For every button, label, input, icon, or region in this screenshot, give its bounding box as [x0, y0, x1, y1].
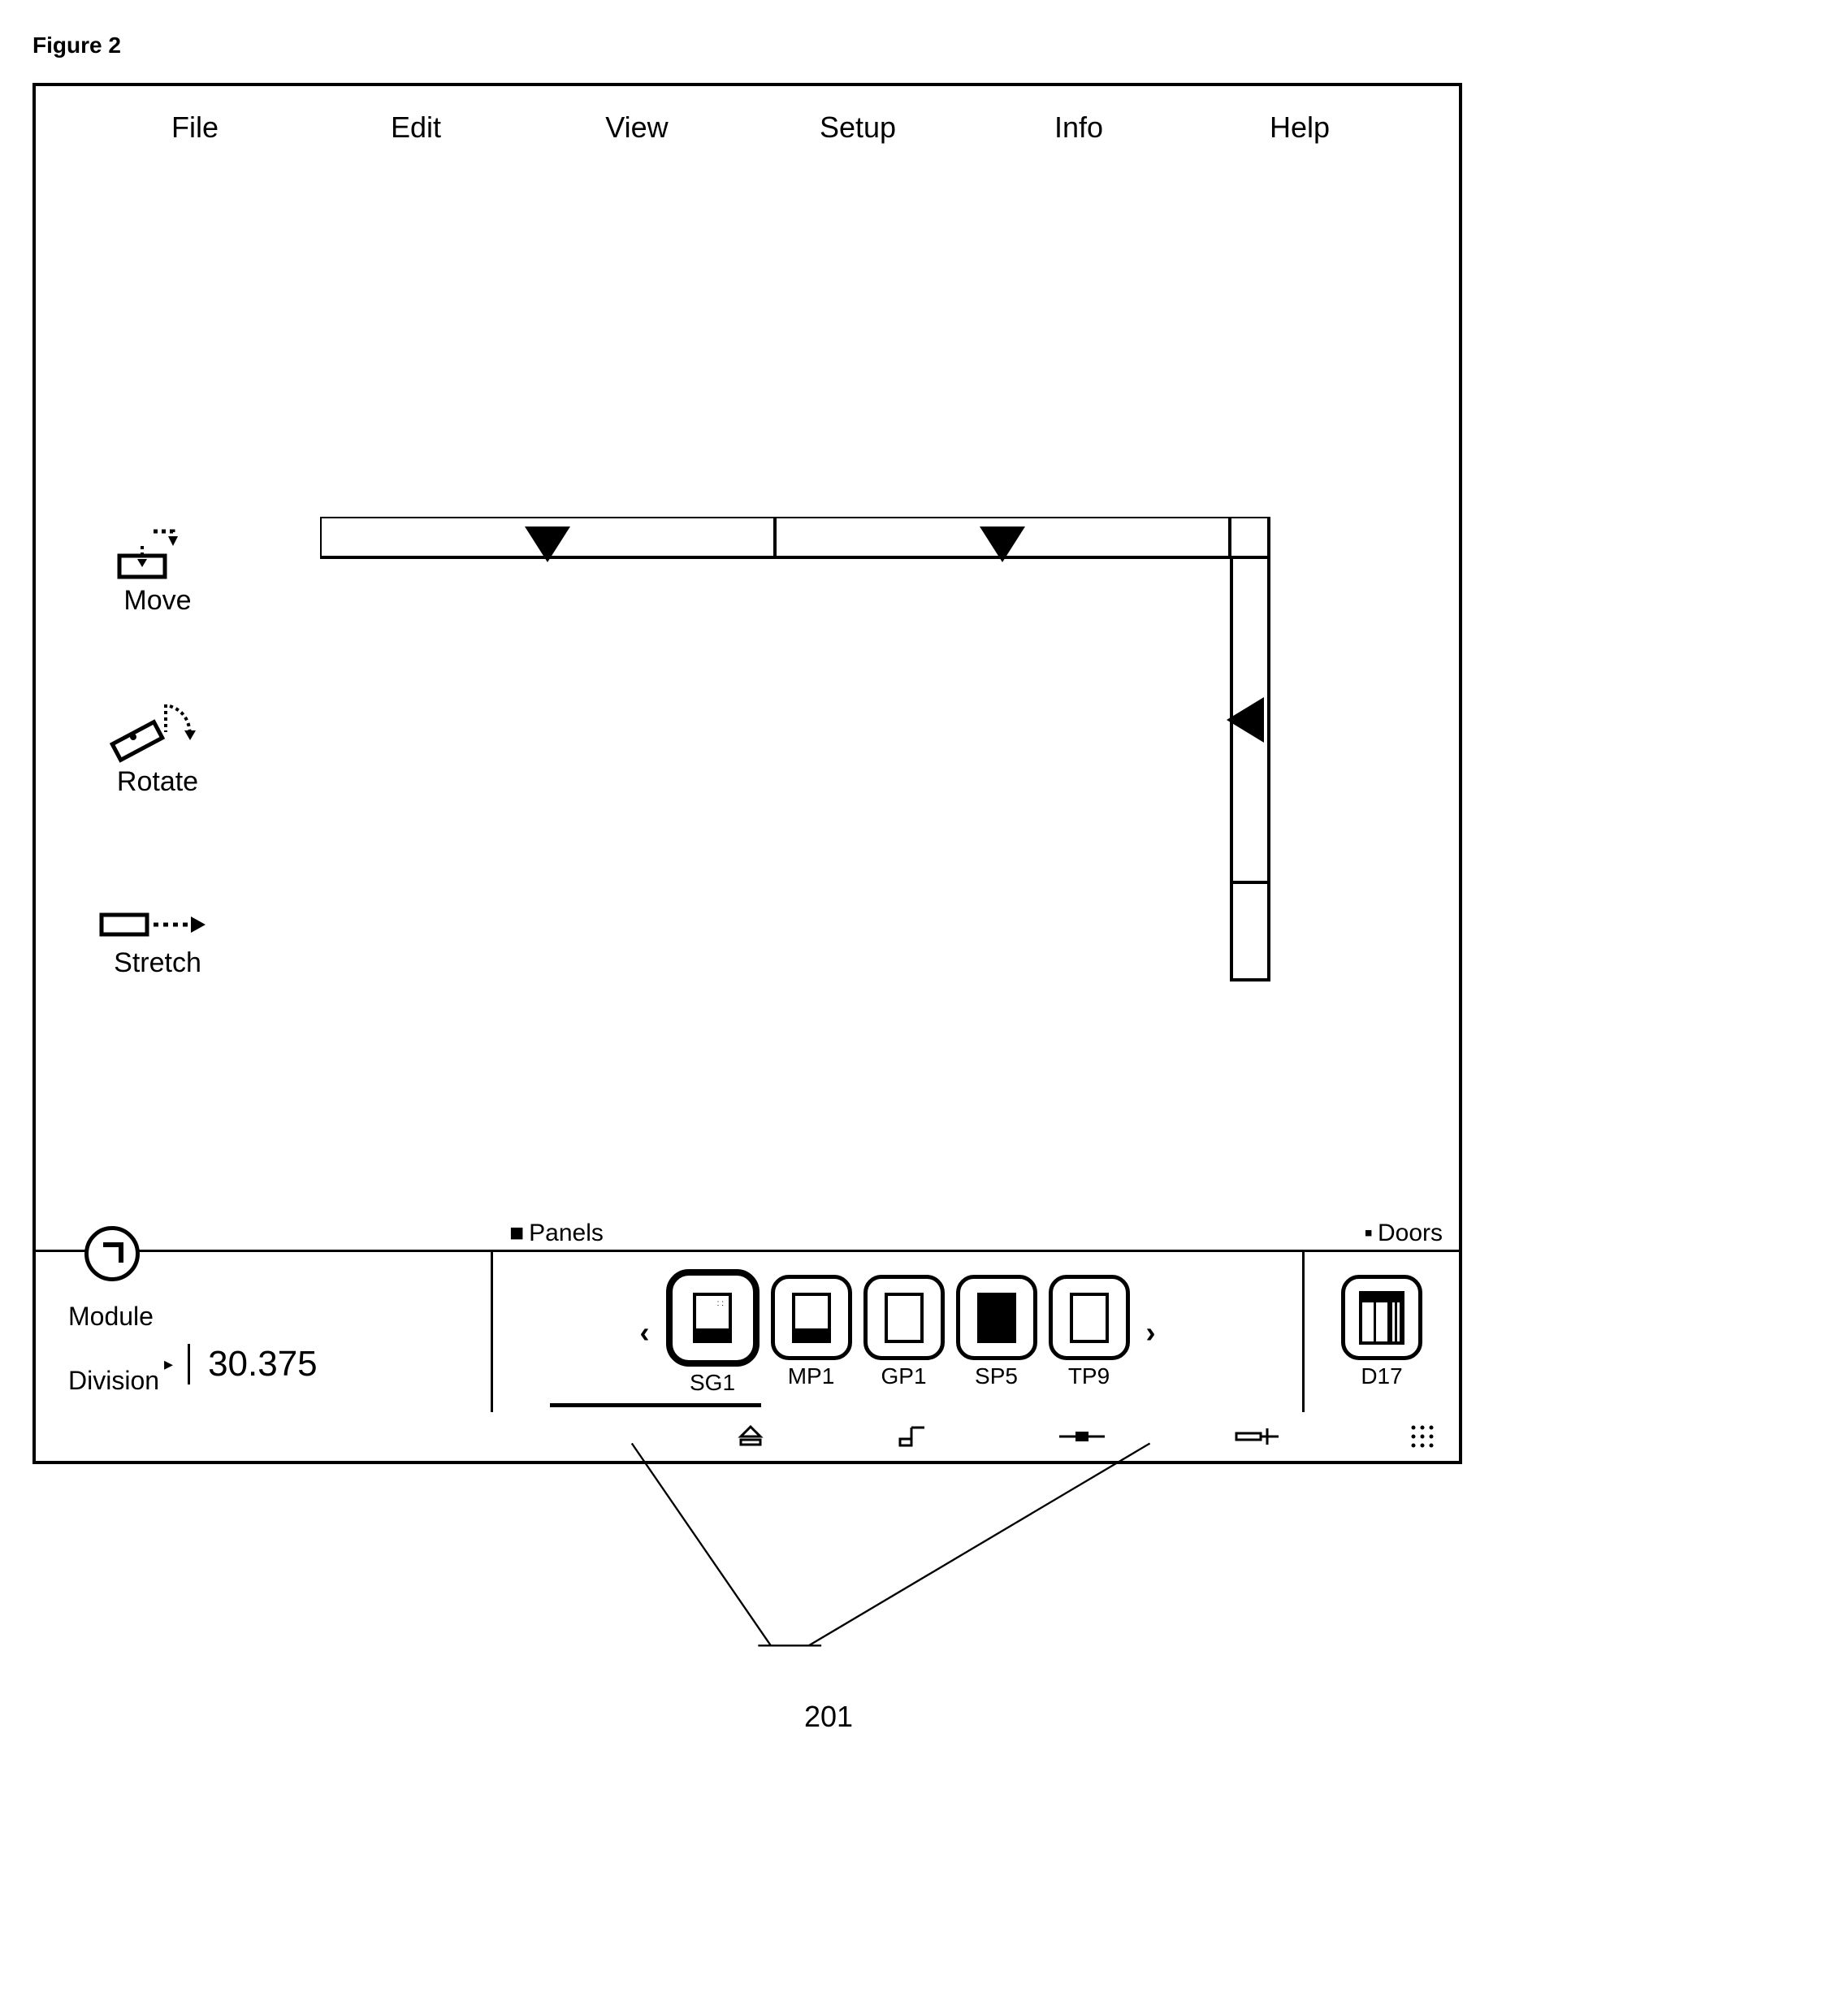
- tool-stretch[interactable]: Stretch: [76, 887, 239, 979]
- figure-label: Figure 2: [32, 32, 1816, 58]
- bottom-bar: Module Division ▸ 30.375 ■Panels ‹ : : S…: [36, 1250, 1459, 1412]
- panel-sg1-label: SG1: [690, 1370, 735, 1396]
- menu-setup[interactable]: Setup: [747, 110, 968, 145]
- panel-tp9-label: TP9: [1068, 1363, 1110, 1389]
- tool-rotate-label: Rotate: [76, 766, 239, 798]
- panels-scroll-left[interactable]: ‹: [635, 1315, 655, 1350]
- status-grid-icon[interactable]: [1410, 1424, 1435, 1453]
- divider: [188, 1344, 190, 1384]
- rotate-icon: [76, 706, 239, 763]
- panel-sg1-icon: : :: [666, 1269, 760, 1367]
- menu-edit[interactable]: Edit: [305, 110, 526, 145]
- module-division-section: Module Division ▸ 30.375: [36, 1252, 491, 1412]
- door-d17[interactable]: D17: [1341, 1275, 1422, 1389]
- design-canvas[interactable]: [320, 517, 1376, 1020]
- selection-underline: [550, 1403, 761, 1407]
- callout-ref-label: 201: [804, 1700, 853, 1734]
- panels-palette: ■Panels ‹ : : SG1 MP1 GP1: [491, 1252, 1305, 1412]
- panel-sp5-label: SP5: [975, 1363, 1018, 1389]
- module-corner-icon[interactable]: [84, 1226, 140, 1281]
- panels-title: ■Panels: [509, 1220, 604, 1247]
- module-label-2: Division: [68, 1365, 159, 1396]
- move-icon: [76, 525, 239, 582]
- panel-gp1-icon: [863, 1275, 945, 1360]
- tool-move[interactable]: Move: [76, 525, 239, 617]
- door-d17-icon: [1341, 1275, 1422, 1360]
- menu-file[interactable]: File: [84, 110, 305, 145]
- doors-palette: ▪Doors D17: [1305, 1252, 1459, 1412]
- stretch-icon: [76, 887, 239, 944]
- tool-move-label: Move: [76, 585, 239, 617]
- door-d17-label: D17: [1361, 1363, 1402, 1389]
- panel-tp9[interactable]: TP9: [1049, 1275, 1130, 1389]
- module-label-1: Module: [68, 1301, 318, 1332]
- tool-sidebar: Move Rotate St: [76, 525, 239, 1068]
- status-hcross-icon[interactable]: [1235, 1427, 1280, 1450]
- tool-rotate[interactable]: Rotate: [76, 706, 239, 798]
- menubar: File Edit View Setup Info Help: [36, 86, 1459, 161]
- panel-gp1-label: GP1: [881, 1363, 926, 1389]
- panel-gp1[interactable]: GP1: [863, 1275, 945, 1389]
- panels-scroll-right[interactable]: ›: [1141, 1315, 1161, 1350]
- callout-lines: [625, 1415, 1194, 1724]
- panel-mp1-icon: [771, 1275, 852, 1360]
- panel-sp5[interactable]: SP5: [956, 1275, 1037, 1389]
- panel-sg1[interactable]: : : SG1: [666, 1269, 760, 1396]
- panel-sp5-icon: [956, 1275, 1037, 1360]
- menu-view[interactable]: View: [526, 110, 747, 145]
- menu-help[interactable]: Help: [1189, 110, 1410, 145]
- panel-tp9-icon: [1049, 1275, 1130, 1360]
- menu-info[interactable]: Info: [968, 110, 1189, 145]
- tool-stretch-label: Stretch: [76, 947, 239, 979]
- panel-mp1[interactable]: MP1: [771, 1275, 852, 1389]
- doors-title: ▪Doors: [1364, 1220, 1443, 1247]
- panel-mp1-label: MP1: [788, 1363, 835, 1389]
- module-expand-icon[interactable]: ▸: [164, 1354, 173, 1375]
- app-window: File Edit View Setup Info Help Move: [32, 83, 1462, 1464]
- module-value[interactable]: 30.375: [208, 1344, 318, 1384]
